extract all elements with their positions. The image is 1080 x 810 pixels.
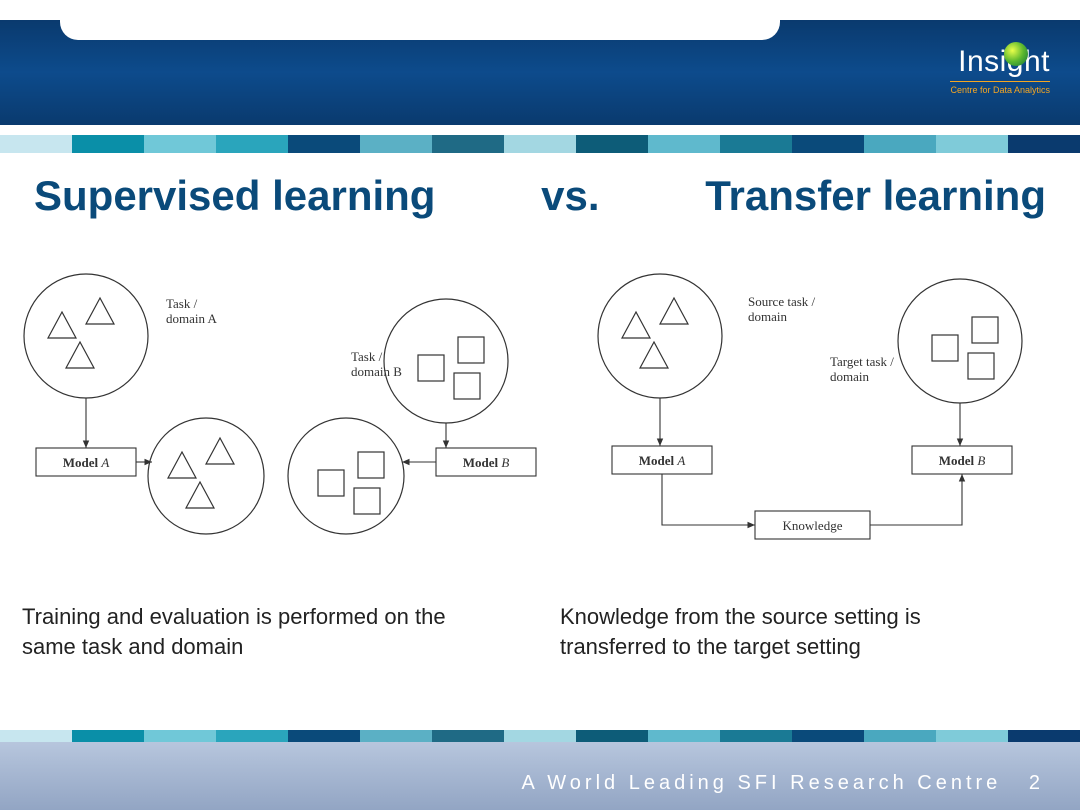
svg-text:Source task /: Source task / — [748, 294, 816, 309]
svg-text:domain A: domain A — [166, 311, 218, 326]
title-transfer: Transfer learning — [705, 172, 1046, 220]
svg-text:Model B: Model B — [939, 453, 986, 468]
svg-text:Model B: Model B — [463, 455, 510, 470]
transfer-caption: Knowledge from the source setting is tra… — [560, 602, 1020, 661]
supervised-diagram: Task /domain ATask /domain BModel AModel… — [6, 266, 566, 566]
brand-subtitle: Centre for Data Analytics — [950, 81, 1050, 95]
accent-strip-bottom — [0, 730, 1080, 742]
logo-orb-icon — [1004, 42, 1028, 66]
svg-text:Model A: Model A — [63, 455, 110, 470]
title-supervised: Supervised learning — [34, 172, 435, 220]
svg-text:Target task /: Target task / — [830, 354, 894, 369]
svg-text:domain B: domain B — [351, 364, 402, 379]
accent-strip-top — [0, 135, 1080, 153]
title-vs: vs. — [541, 172, 599, 220]
footer-tagline: A World Leading SFI Research Centre — [522, 772, 1002, 794]
slide-title: Supervised learning vs. Transfer learnin… — [34, 172, 1046, 220]
footer-text: A World Leading SFI Research Centre 2 — [522, 772, 1041, 795]
transfer-diagram: Source task /domainTarget task /domainMo… — [580, 266, 1060, 566]
svg-text:Task /: Task / — [351, 349, 383, 364]
page-number: 2 — [1029, 772, 1040, 794]
diagram-area: Task /domain ATask /domain BModel AModel… — [0, 260, 1080, 600]
brand-name: Insight — [950, 45, 1050, 79]
brand-logo: Insight Centre for Data Analytics — [950, 45, 1050, 95]
header-band: Insight Centre for Data Analytics — [0, 20, 1080, 125]
svg-text:domain: domain — [748, 309, 787, 324]
svg-text:Knowledge: Knowledge — [783, 518, 843, 533]
supervised-caption: Training and evaluation is performed on … — [22, 602, 462, 661]
svg-text:Task /: Task / — [166, 296, 198, 311]
svg-text:domain: domain — [830, 369, 869, 384]
svg-text:Model A: Model A — [639, 453, 686, 468]
